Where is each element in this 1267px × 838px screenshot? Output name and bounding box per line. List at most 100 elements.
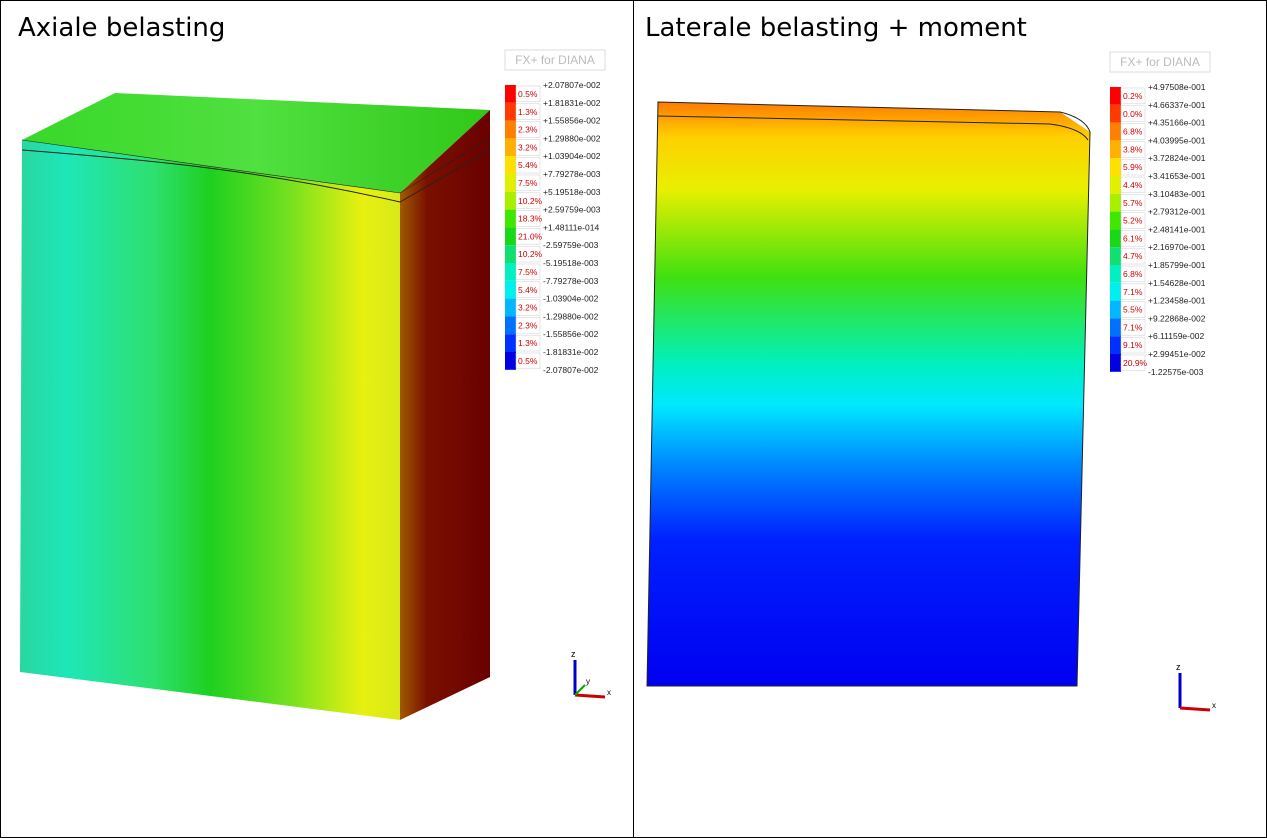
legend-percent: 3.2% <box>518 303 538 313</box>
legend-value: -1.03904e-002 <box>543 294 599 304</box>
legend-value: +1.23458e-001 <box>1148 296 1206 306</box>
legend-percent: 5.2% <box>1123 216 1143 226</box>
legend-percent: 7.5% <box>518 178 538 188</box>
legend-value: +1.54628e-001 <box>1148 278 1206 288</box>
legend-swatch <box>505 174 516 192</box>
legend-value: -7.79278e-003 <box>543 276 599 286</box>
legend-value: +4.66337e-001 <box>1148 100 1206 110</box>
legend-percent: 4.4% <box>1123 180 1143 190</box>
legend-percent: 6.1% <box>1123 233 1143 243</box>
legend-value: -2.07807e-002 <box>543 365 599 375</box>
legend-value: +3.41653e-001 <box>1148 171 1206 181</box>
legend-swatch <box>1110 158 1121 176</box>
legend-percent: 0.5% <box>518 356 538 366</box>
legend-value: +1.29880e-002 <box>543 133 601 143</box>
legend-swatch <box>1110 176 1121 194</box>
legend-percent: 10.2% <box>518 196 543 206</box>
legend-swatch <box>505 299 516 317</box>
legend-value: +4.03995e-001 <box>1148 135 1206 145</box>
legend-value: -1.29880e-002 <box>543 311 599 321</box>
legend-value: +1.48111e-014 <box>543 222 599 232</box>
legend-value: +2.16970e-001 <box>1148 242 1206 252</box>
legend-value: -2.59759e-003 <box>543 240 599 250</box>
legend-swatch <box>505 227 516 245</box>
legend-value: -1.55856e-002 <box>543 329 599 339</box>
legend-value: +6.11159e-002 <box>1148 331 1204 341</box>
axis-label: y <box>586 677 590 686</box>
legend-swatch <box>1110 247 1121 265</box>
cell-title: Axiale belasting <box>18 13 225 43</box>
legend-title: FX+ for DIANA <box>1120 55 1200 69</box>
legend-percent: 5.5% <box>1123 305 1143 315</box>
legend-percent: 4.7% <box>1123 251 1143 261</box>
legend-percent: 2.3% <box>518 125 538 135</box>
page: Axiale belasting FX+ for DIANA 0.5% 1.3% 2.3… <box>0 0 1267 838</box>
legend-swatch <box>1110 336 1121 354</box>
legend-percent: 20.9% <box>1123 358 1148 368</box>
legend-value: +7.79278e-003 <box>543 169 601 179</box>
legend-percent: 9.1% <box>1123 340 1143 350</box>
legend-percent: 5.7% <box>1123 198 1143 208</box>
legend-percent: 7.5% <box>518 267 538 277</box>
legend-percent: 21.0% <box>518 231 543 241</box>
legend-swatch <box>1110 87 1121 105</box>
legend-swatch <box>1110 140 1121 158</box>
legend-value: -1.81831e-002 <box>543 347 599 357</box>
legend-swatch <box>505 103 516 121</box>
legend-swatch <box>505 352 516 370</box>
legend-swatch <box>1110 123 1121 141</box>
legend-value: +2.99451e-002 <box>1148 349 1206 359</box>
legend-swatch <box>505 263 516 281</box>
legend-swatch <box>1110 105 1121 123</box>
legend-swatch <box>505 334 516 352</box>
legend-percent: 6.8% <box>1123 269 1143 279</box>
legend-percent: 5.4% <box>518 285 538 295</box>
legend-value: +2.07807e-002 <box>543 80 601 90</box>
axis-x <box>1180 708 1210 710</box>
legend-value: +2.48141e-001 <box>1148 224 1206 234</box>
legend-value: +3.72824e-001 <box>1148 153 1206 163</box>
legend-value: -5.19518e-003 <box>543 258 599 268</box>
legend-percent: 0.5% <box>518 89 538 99</box>
legend-percent: 1.3% <box>518 107 538 117</box>
legend-title: FX+ for DIANA <box>515 53 595 67</box>
axis-label: x <box>1212 701 1216 710</box>
legend-swatch <box>1110 265 1121 283</box>
legend-value: +9.22868e-002 <box>1148 313 1206 323</box>
legend-swatch <box>1110 229 1121 247</box>
legend-swatch <box>1110 194 1121 212</box>
legend-value: +1.85799e-001 <box>1148 260 1206 270</box>
model-left <box>20 93 490 720</box>
legend-value: +1.03904e-002 <box>543 151 601 161</box>
legend-swatch <box>505 121 516 139</box>
legend-value: +2.79312e-001 <box>1148 207 1206 217</box>
legend-value: +1.81831e-002 <box>543 98 601 108</box>
legend-percent: 3.2% <box>518 142 538 152</box>
legend-swatch <box>1110 212 1121 230</box>
legend-percent: 18.3% <box>518 214 543 224</box>
legend-percent: 5.4% <box>518 160 538 170</box>
legend-value: -1.22575e-003 <box>1148 367 1204 377</box>
legend-value: +5.19518e-003 <box>543 187 601 197</box>
legend-swatch <box>1110 301 1121 319</box>
legend-swatch <box>505 85 516 103</box>
legend-swatch <box>505 192 516 210</box>
axis-x <box>575 695 605 697</box>
legend-value: +1.55856e-002 <box>543 116 601 126</box>
axis-label: z <box>1176 662 1181 672</box>
legend-percent: 1.3% <box>518 338 538 348</box>
legend-value: +3.10483e-001 <box>1148 189 1206 199</box>
legend-percent: 0.2% <box>1123 91 1143 101</box>
legend-percent: 7.1% <box>1123 287 1143 297</box>
legend-value: +4.35166e-001 <box>1148 118 1206 128</box>
legend-swatch <box>1110 318 1121 336</box>
legend-percent: 2.3% <box>518 320 538 330</box>
model-right <box>647 102 1090 686</box>
legend-swatch <box>1110 283 1121 301</box>
legend-swatch <box>505 138 516 156</box>
cell-title: Laterale belasting + moment <box>645 13 1027 43</box>
legend-percent: 5.9% <box>1123 162 1143 172</box>
legend-value: +2.59759e-003 <box>543 205 601 215</box>
axis-label: x <box>607 688 611 697</box>
legend-swatch <box>505 281 516 299</box>
